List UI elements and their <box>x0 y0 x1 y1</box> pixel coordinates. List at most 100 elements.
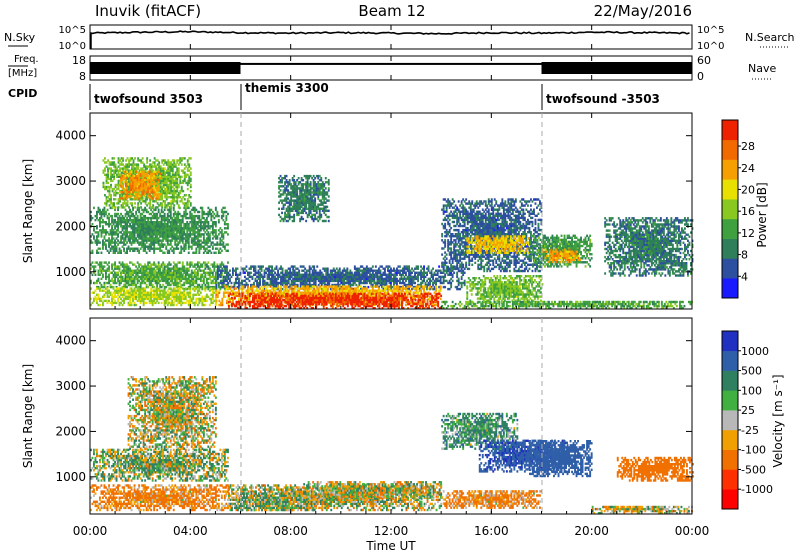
colorbar-swatch <box>722 239 738 259</box>
colorbar-swatch <box>722 371 738 391</box>
colorbar-swatch <box>722 390 738 410</box>
freq-tick-bottom: 8 <box>79 70 86 83</box>
nsky-tick-top: 10^5 <box>59 25 86 36</box>
colorbar-swatch <box>722 160 738 180</box>
time-tick-label: 00:00 <box>73 524 108 538</box>
time-tick-label: 00:00 <box>675 524 710 538</box>
freq-tick-top: 18 <box>72 54 86 67</box>
nave-tick-bottom: 0 <box>697 70 704 83</box>
time-tick-label: 04:00 <box>173 524 208 538</box>
scatter-region-11 <box>466 275 543 304</box>
colorbar-swatch <box>722 430 738 450</box>
nave-tick-top: 60 <box>697 54 711 67</box>
cpid-segment-2: themis 3300 <box>245 81 329 95</box>
velocity-heatmap <box>90 376 694 514</box>
freq-band-2 <box>542 62 693 74</box>
scatter-region-0 <box>90 207 229 254</box>
velocity-colorbar: 1000 500 100 25 -25 -100 -500 -1000 <box>722 331 773 509</box>
colorbar-swatch <box>722 199 738 219</box>
nsearch-label: N.Search <box>745 31 795 44</box>
scatter-region-14 <box>604 217 693 277</box>
scatter-region-4 <box>90 287 217 306</box>
freq-label-2: [MHz] <box>8 68 37 79</box>
ytick-label: 3000 <box>55 174 86 188</box>
velocity-panel: Slant Range [km] 1000 2000 3000 4000 1000 50… <box>21 318 785 514</box>
scatter-region-9 <box>441 490 542 509</box>
colorbar-tick-label: 28 <box>741 140 755 153</box>
cpid-segment-3: twofsound -3503 <box>546 92 660 106</box>
velocity-ylabel: Slant Range [km] <box>21 364 35 468</box>
time-tick-label: 08:00 <box>273 524 308 538</box>
time-axis-label: Time UT <box>365 539 416 553</box>
station-title: Inuvik (fitACF) <box>95 2 201 20</box>
colorbar-swatch <box>722 489 738 509</box>
colorbar-tick-label: 20 <box>741 183 755 196</box>
colorbar-swatch <box>722 331 738 351</box>
power-heatmap <box>90 157 693 309</box>
ytick-label: 4000 <box>55 334 86 348</box>
colorbar-swatch <box>722 258 738 278</box>
colorbar-tick-label: 12 <box>741 227 755 240</box>
power-colorbar-label: Power [dB] <box>755 182 769 247</box>
nsearch-tick-top: 10^5 <box>697 25 724 36</box>
beam-title: Beam 12 <box>358 2 425 20</box>
scatter-region-6 <box>441 413 518 450</box>
time-tick-label: 20:00 <box>574 524 609 538</box>
freq-series <box>90 62 692 74</box>
colorbar-tick-label: -500 <box>741 463 766 476</box>
colorbar-tick-label: -1000 <box>741 483 773 496</box>
cpid-row: CPID twofsound 3503 themis 3300 twofsoun… <box>8 81 660 110</box>
colorbar-swatch <box>722 219 738 239</box>
colorbar-tick-label: 4 <box>741 270 748 283</box>
colorbar-tick-label: 25 <box>741 404 755 417</box>
nsky-tick-bottom: 10^0 <box>59 41 86 52</box>
time-tick-label: 16:00 <box>474 524 509 538</box>
colorbar-swatch <box>722 278 738 298</box>
freq-label-1: Freq. <box>14 54 39 65</box>
colorbar-tick-label: 500 <box>741 365 762 378</box>
scatter-region-2 <box>120 171 161 200</box>
colorbar-swatch <box>722 410 738 430</box>
scatter-region-10 <box>617 457 694 482</box>
ytick-label: 3000 <box>55 379 86 393</box>
scatter-region-0 <box>128 376 217 450</box>
nsky-panel: N.Sky 10^5 10^0 10^5 10^0 N.Search <box>4 25 795 52</box>
date-title: 22/May/2016 <box>594 2 692 20</box>
nsky-label: N.Sky <box>4 31 36 44</box>
colorbar-tick-label: 1000 <box>741 345 769 358</box>
colorbar-swatch <box>722 351 738 371</box>
scatter-region-8 <box>529 440 593 477</box>
freq-panel: Freq. [MHz] 18 8 60 0 Nave <box>8 54 776 83</box>
colorbar-swatch <box>722 450 738 470</box>
freq-band-0 <box>90 62 241 74</box>
power-ylabel: Slant Range [km] <box>21 159 35 263</box>
power-panel: Slant Range [km] 1000 2000 3000 4000 4 8 12 16… <box>21 113 769 309</box>
ytick-label: 2000 <box>55 424 86 438</box>
colorbar-swatch <box>722 179 738 199</box>
colorbar-tick-label: 24 <box>741 162 755 175</box>
freq-band-1 <box>241 63 542 65</box>
cpid-label: CPID <box>8 87 37 100</box>
ytick-label: 1000 <box>55 265 86 279</box>
scatter-region-3 <box>90 261 229 290</box>
velocity-colorbar-label: Velocity [m s⁻¹] <box>771 374 785 467</box>
colorbar-tick-label: 100 <box>741 384 762 397</box>
colorbar-swatch <box>722 469 738 489</box>
nsky-series-line <box>90 31 690 34</box>
power-colorbar: 4 8 12 16 20 24 28 <box>722 120 755 298</box>
nsearch-tick-bottom: 10^0 <box>697 41 724 52</box>
scatter-region-2 <box>90 484 229 511</box>
nave-label: Nave <box>748 62 776 75</box>
colorbar-tick-label: 16 <box>741 205 755 218</box>
ytick-label: 4000 <box>55 129 86 143</box>
colorbar-tick-label: -25 <box>741 424 759 437</box>
colorbar-swatch <box>722 140 738 160</box>
scatter-region-8 <box>278 175 330 222</box>
colorbar-tick-label: -100 <box>741 444 766 457</box>
colorbar-tick-label: 8 <box>741 249 748 262</box>
ytick-label: 2000 <box>55 219 86 233</box>
ytick-label: 1000 <box>55 470 86 484</box>
cpid-segment-1: twofsound 3503 <box>94 92 203 106</box>
time-tick-label: 12:00 <box>374 524 409 538</box>
